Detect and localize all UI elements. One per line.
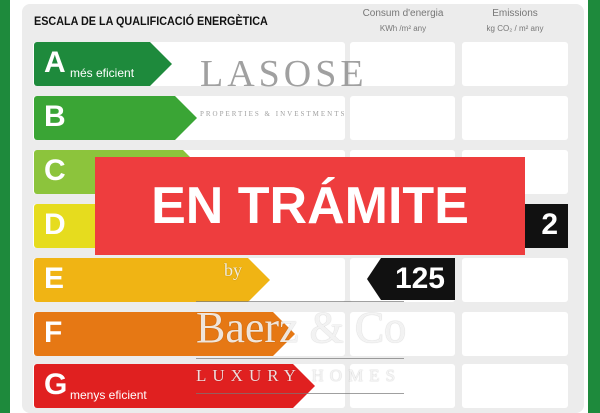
watermark-tagline: PROPERTIES & INVESTMENTS	[200, 110, 347, 118]
status-banner-text: EN TRÁMITE	[151, 177, 469, 235]
watermark-by: by	[224, 260, 242, 280]
consumption-marker: 125	[367, 258, 455, 300]
emissions-cell	[462, 312, 568, 356]
rating-letter: F	[44, 316, 63, 349]
rating-letter: E	[44, 262, 65, 295]
watermark-line	[196, 393, 404, 394]
rating-letter: C	[44, 154, 66, 187]
emissions-unit: kg CO₂ / m² any	[486, 24, 544, 33]
consumption-cell	[350, 42, 455, 86]
right-green-border	[588, 0, 600, 413]
rating-caption: més eficient	[70, 66, 135, 80]
watermark-line	[196, 358, 404, 359]
emissions-cell	[462, 42, 568, 86]
emissions-cell	[462, 96, 568, 140]
consumption-cell	[350, 364, 455, 408]
watermark-brand: LASOSE	[200, 53, 368, 95]
scale-title: ESCALA DE LA QUALIFICACIÓ ENERGÈTICA	[34, 14, 268, 28]
emissions-cell	[462, 258, 568, 302]
watermark-line	[196, 301, 404, 302]
rating-letter: A	[44, 46, 66, 79]
emissions-label: Emissions	[492, 8, 538, 19]
rating-letter: D	[44, 208, 66, 241]
consumption-cell	[350, 96, 455, 140]
consumption-label: Consum d'energia	[362, 8, 444, 19]
watermark-sub: LUXURY HOMES	[196, 366, 402, 385]
rating-letter: B	[44, 100, 66, 133]
consumption-unit: KWh /m² any	[379, 24, 427, 33]
rating-arrow-b: B	[34, 96, 197, 140]
left-green-border	[0, 0, 10, 413]
watermark-name: Baerz & Co	[196, 303, 407, 352]
consumption-cell	[350, 312, 455, 356]
emissions-cell	[462, 364, 568, 408]
rating-letter: G	[44, 368, 68, 401]
emissions-header: Emissions kg CO₂ / m² any	[462, 6, 568, 36]
rating-arrow-e: E	[34, 258, 270, 302]
status-banner: EN TRÁMITE	[95, 157, 525, 255]
consumption-header: Consum d'energia KWh /m² any	[350, 6, 456, 36]
rating-arrow-f: F	[34, 312, 295, 356]
rating-caption: menys eficient	[70, 388, 147, 402]
